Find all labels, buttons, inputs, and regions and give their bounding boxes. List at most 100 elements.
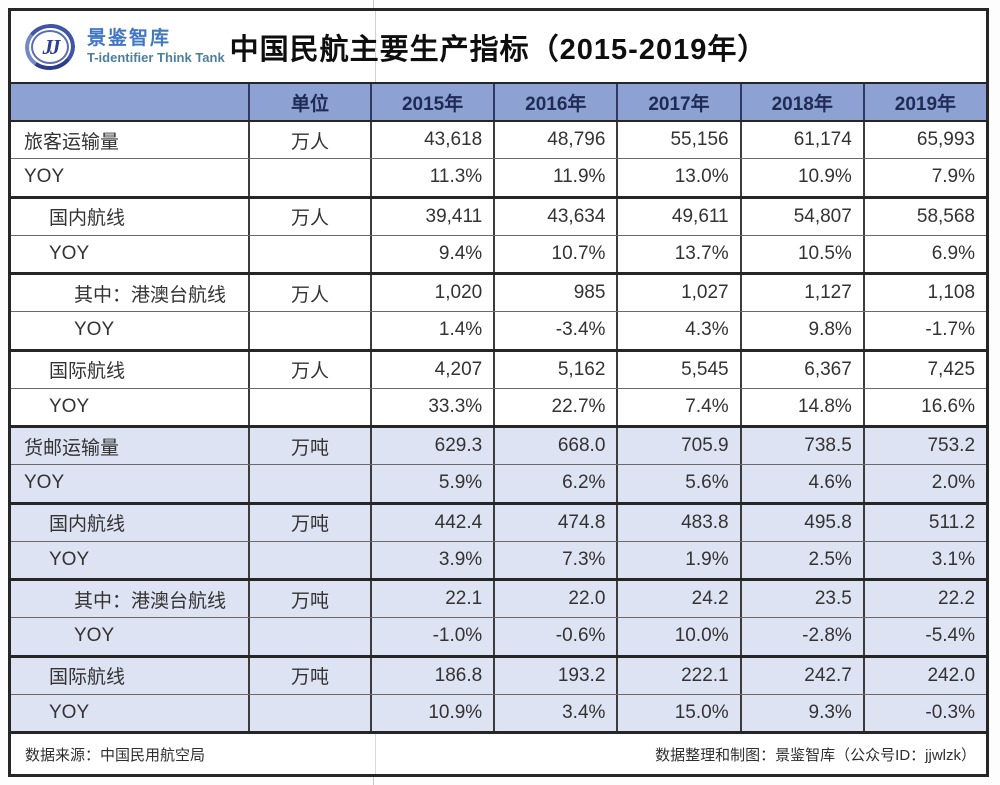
year-header-cell: 2015年 — [370, 84, 493, 120]
logo-initials: JJ — [42, 34, 58, 58]
value-cell: 58,568 — [862, 198, 986, 235]
value-cell: 2.5% — [739, 541, 863, 578]
value-cell: 10.9% — [739, 159, 863, 196]
gridline-artifact — [375, 11, 376, 82]
jj-logo-inner-ring: JJ — [31, 29, 69, 64]
value-cell: 54,807 — [739, 198, 863, 235]
value-cell: 511.2 — [862, 504, 986, 541]
table-body: 旅客运输量 万人 43,618 48,796 55,156 61,174 65,… — [11, 122, 986, 731]
row-label: YOY — [24, 472, 65, 494]
row-label: 国际航线 — [49, 361, 126, 383]
value-cell: 442.4 — [370, 504, 493, 541]
value-cell: -0.3% — [862, 694, 986, 731]
value-cell: 7.9% — [862, 159, 986, 196]
corner-header-cell — [11, 84, 248, 120]
value-cell: 22.2 — [862, 581, 986, 618]
value-cell: 23.5 — [739, 581, 863, 618]
value-cell: 1,108 — [862, 275, 986, 312]
value-cell: 6.2% — [493, 465, 616, 502]
row-label: 国际航线 — [49, 667, 126, 689]
page-title: 中国民航主要生产指标（2015-2019年） — [229, 33, 768, 66]
row-unit: 万吨 — [248, 581, 370, 618]
table-row: 旅客运输量 万人 43,618 48,796 55,156 61,174 65,… — [11, 122, 986, 159]
row-unit — [248, 541, 370, 578]
footer-row: 数据来源：中国民用航空局 数据整理和制图：景鉴智库（公众号ID：jjwlzk） — [11, 731, 986, 774]
value-cell: 14.8% — [739, 388, 863, 425]
table-row: YOY 1.4% -3.4% 4.3% 9.8% -1.7% — [11, 311, 986, 349]
row-label: YOY — [49, 548, 90, 570]
value-cell: 5.6% — [616, 465, 739, 502]
row-label: YOY — [49, 701, 90, 723]
value-cell: 43,634 — [493, 198, 616, 235]
value-cell: 9.4% — [370, 235, 493, 272]
table-row: 国内航线 万吨 442.4 474.8 483.8 495.8 511.2 — [11, 501, 986, 541]
table-row: 其中：港澳台航线 万吨 22.1 22.0 24.2 23.5 22.2 — [11, 578, 986, 618]
value-cell: 5,545 — [616, 351, 739, 388]
value-cell: 7,425 — [862, 351, 986, 388]
value-cell: 6,367 — [739, 351, 863, 388]
table-row: YOY -1.0% -0.6% 10.0% -2.8% -5.4% — [11, 617, 986, 655]
value-cell: 4,207 — [370, 351, 493, 388]
row-unit: 万吨 — [248, 657, 370, 694]
value-cell: 3.9% — [370, 541, 493, 578]
value-cell: 7.3% — [493, 541, 616, 578]
row-unit — [248, 388, 370, 425]
row-label: YOY — [49, 395, 90, 417]
unit-header-cell: 单位 — [248, 84, 370, 120]
row-unit: 万吨 — [248, 504, 370, 541]
value-cell: 668.0 — [493, 428, 616, 465]
value-cell: 3.4% — [493, 694, 616, 731]
value-cell: 22.0 — [493, 581, 616, 618]
value-cell: 15.0% — [616, 694, 739, 731]
think-tank-logo: JJ 景鉴智库 T-identifier Think Tank — [22, 20, 225, 73]
value-cell: 5.9% — [370, 465, 493, 502]
value-cell: -2.8% — [739, 618, 863, 655]
row-unit: 万人 — [248, 351, 370, 388]
row-unit: 万人 — [248, 275, 370, 312]
row-label: 旅客运输量 — [24, 131, 120, 153]
row-unit — [248, 618, 370, 655]
value-cell: 55,156 — [616, 122, 739, 159]
value-cell: 1,127 — [739, 275, 863, 312]
row-unit — [248, 465, 370, 502]
table-row: 国内航线 万人 39,411 43,634 49,611 54,807 58,5… — [11, 195, 986, 235]
value-cell: 3.1% — [862, 541, 986, 578]
value-cell: 753.2 — [862, 428, 986, 465]
row-label: YOY — [74, 625, 115, 647]
row-unit: 万人 — [248, 198, 370, 235]
value-cell: 39,411 — [370, 198, 493, 235]
value-cell: 11.9% — [493, 159, 616, 196]
value-cell: 13.0% — [616, 159, 739, 196]
table-row: YOY 3.9% 7.3% 1.9% 2.5% 3.1% — [11, 540, 986, 578]
data-source-note: 数据来源：中国民用航空局 — [25, 746, 206, 764]
value-cell: 24.2 — [616, 581, 739, 618]
year-header-cell: 2017年 — [616, 84, 739, 120]
table-row: 其中：港澳台航线 万人 1,020 985 1,027 1,127 1,108 — [11, 272, 986, 312]
value-cell: -1.7% — [862, 312, 986, 349]
value-cell: -5.4% — [862, 618, 986, 655]
value-cell: 10.0% — [616, 618, 739, 655]
value-cell: 985 — [493, 275, 616, 312]
value-cell: 49,611 — [616, 198, 739, 235]
value-cell: 495.8 — [739, 504, 863, 541]
data-sheet: JJ 景鉴智库 T-identifier Think Tank 中国民航主要生产… — [8, 8, 989, 777]
value-cell: 9.3% — [739, 694, 863, 731]
value-cell: 61,174 — [739, 122, 863, 159]
value-cell: 483.8 — [616, 504, 739, 541]
row-label: 国内航线 — [49, 514, 126, 536]
brand-name-en: T-identifier Think Tank — [87, 50, 225, 66]
gridline-artifact — [373, 0, 374, 10]
row-unit — [248, 694, 370, 731]
value-cell: 1,020 — [370, 275, 493, 312]
value-cell: 629.3 — [370, 428, 493, 465]
table-row: 国际航线 万吨 186.8 193.2 222.1 242.7 242.0 — [11, 654, 986, 694]
value-cell: 193.2 — [493, 657, 616, 694]
value-cell: 22.7% — [493, 388, 616, 425]
value-cell: 738.5 — [739, 428, 863, 465]
table-row: YOY 9.4% 10.7% 13.7% 10.5% 6.9% — [11, 234, 986, 272]
value-cell: 474.8 — [493, 504, 616, 541]
table-row: YOY 33.3% 22.7% 7.4% 14.8% 16.6% — [11, 387, 986, 425]
row-unit — [248, 235, 370, 272]
row-label: YOY — [49, 242, 90, 264]
row-unit: 万人 — [248, 122, 370, 159]
